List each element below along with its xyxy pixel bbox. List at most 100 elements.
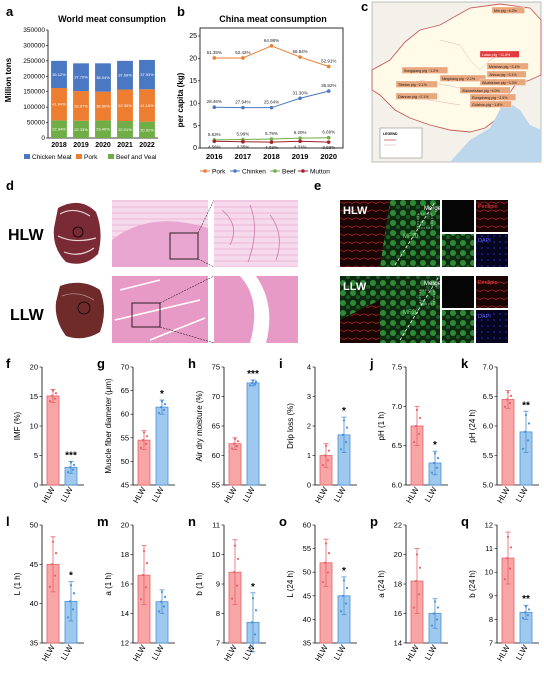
data-point [432,612,436,615]
y-tick-label: 200000 [23,73,45,80]
callout-label: Tibetan pig ~2.1% [398,83,428,87]
y-tick-label: 7 [489,639,493,648]
x-tick-label: 2018 [263,152,280,161]
bar-panel-m: m a (1 h) 12 14 16 18 20 HLW LLW [97,514,175,663]
bar-percent-label: 22.94% [52,127,66,132]
y-tick-label: 9 [216,580,220,589]
group-label-hlw: HLW [8,227,44,244]
panel-letter: q [461,514,469,529]
data-point [250,381,254,385]
significance-marker: ** [522,400,530,411]
y-tick-label: 35 [303,639,311,648]
y-tick-label: 16 [394,609,402,618]
legend-marker [203,169,207,173]
fluor-llw-fat [340,300,380,343]
data-point [72,463,76,466]
data-point [342,579,346,582]
data-point [50,394,54,398]
zoom-line [197,199,215,234]
bar-percent-label: 39.97% [74,103,88,108]
data-point [159,406,163,409]
bar-panel-i: i Drip loss (%) 0 1 2 3 4 HLW LLW * [279,356,357,505]
data-point [326,64,331,69]
x-tick-label: HLW [222,643,239,663]
x-tick-label: HLW [40,643,57,663]
data-point [241,56,245,60]
bar-percent-label: 35.12% [52,72,66,77]
x-axis-ticks: 2016 2017 2018 2019 2020 [206,152,337,161]
panel-letter: j [369,356,374,371]
data-label: 6.69% [322,130,335,135]
y-tick-label: 100000 [23,104,45,111]
bar [246,382,260,486]
data-point [506,391,510,394]
callout-box [479,50,520,58]
data-point [298,96,302,101]
legend-label: Pork [212,169,226,176]
y-tick-label: 10 [212,550,220,559]
y-tick-label: 5 [34,451,38,460]
data-point [51,389,55,392]
data-label: 5.99% [237,131,250,136]
legend: Chicken Meat Pork Beef and Veal [24,154,157,161]
panel-a: a World meat consumption Million tons 0 5… [4,4,166,161]
bar-segment [139,89,155,122]
x-tick-label: HLW [131,485,148,505]
y-tick-label: 55 [121,433,129,442]
data-point [72,592,76,595]
data-point [212,139,217,144]
data-point [327,449,331,452]
data-point [298,139,302,144]
x-tick-label: LLW [514,643,530,662]
data-point [241,105,245,110]
y-tick-label: 60 [212,451,220,460]
data-point [232,571,236,574]
y-axis-label: pH (1 h) [377,411,386,440]
fluor-hlw-dapi [476,234,508,267]
x-tick-label: 2020 [95,142,111,149]
bar-percent-label: 20.92% [140,127,154,132]
bar-panel-j: j pH (1 h) 6.0 6.5 7.0 7.5 HLW LLW * [369,356,448,505]
x-tick-label: 2021 [117,142,133,149]
panel-letter: k [461,356,469,371]
y-tick-label: 10 [485,568,493,577]
breed-callouts: Min pig ~4.2% Laiwu pig ~11.8% Kongqiang p… [395,6,529,108]
marbling [61,293,95,301]
x-tick-label: LLW [59,485,75,504]
data-point [508,567,512,570]
y-tick-label: 0 [307,481,311,490]
y-tick-label: 5.5 [483,451,493,460]
panel-letter: g [97,356,105,371]
data-label: 27.94% [235,100,250,105]
legend-label: Chicken Meat [32,154,72,161]
x-tick-label: HLW [131,643,148,663]
data-point [298,136,302,140]
bar-segment [95,91,111,121]
y-tick-label: 11 [485,544,493,553]
callout-box [469,100,512,108]
significance-marker: * [342,406,346,417]
data-point [503,578,507,581]
y-tick-label: 4 [307,363,311,372]
y-tick-label: 45 [121,481,129,490]
data-point [230,597,234,600]
x-tick-label: 2019 [292,152,309,161]
data-point [505,398,509,401]
x-tick-label: HLW [40,485,57,505]
data-point [53,574,57,577]
data-point [521,617,525,620]
data-point [253,383,257,386]
y-tick-label: 150000 [23,89,45,96]
panel-b: b China meat consumption per capita (kg)… [176,4,344,176]
bar-percent-label: 37.69% [118,73,132,78]
y-tick-label: 1 [307,451,311,460]
y-tick-label: 50 [121,457,129,466]
fluor-hlw-perilipin [476,200,508,232]
fiber-gaps [114,279,206,341]
bar-segment [117,60,133,90]
plot-frame [199,27,344,149]
legend-marker [301,169,305,173]
bar-segment [139,121,155,138]
bar [155,406,169,486]
